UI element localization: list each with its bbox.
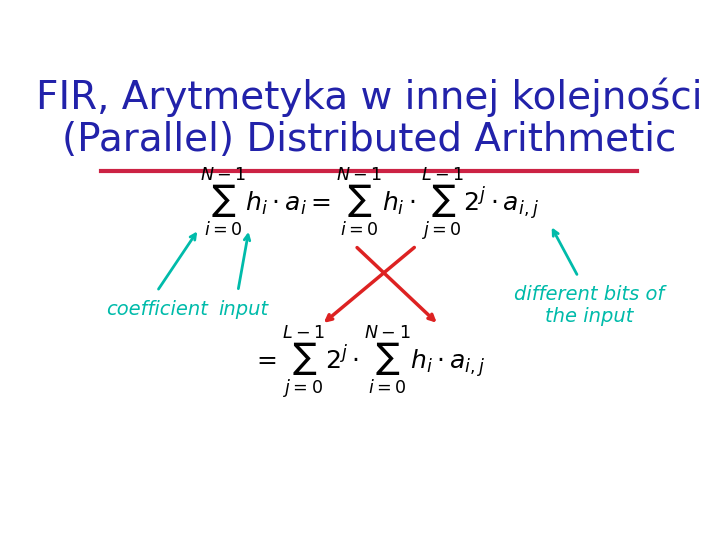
Text: (Parallel) Distributed Arithmetic: (Parallel) Distributed Arithmetic [62,121,676,159]
Text: coefficient: coefficient [106,300,208,319]
Text: $\sum_{i=0}^{N-1} h_i \cdot a_i = \sum_{i=0}^{N-1} h_i \cdot \sum_{j=0}^{L-1} 2^: $\sum_{i=0}^{N-1} h_i \cdot a_i = \sum_{… [199,165,539,243]
Text: $= \sum_{j=0}^{L-1} 2^j \cdot \sum_{i=0}^{N-1} h_i \cdot a_{i,j}$: $= \sum_{j=0}^{L-1} 2^j \cdot \sum_{i=0}… [253,323,485,401]
Text: FIR, Arytmetyka w innej kolejności: FIR, Arytmetyka w innej kolejności [36,77,702,117]
Text: different bits of
the input: different bits of the input [514,285,665,326]
Text: input: input [218,300,269,319]
